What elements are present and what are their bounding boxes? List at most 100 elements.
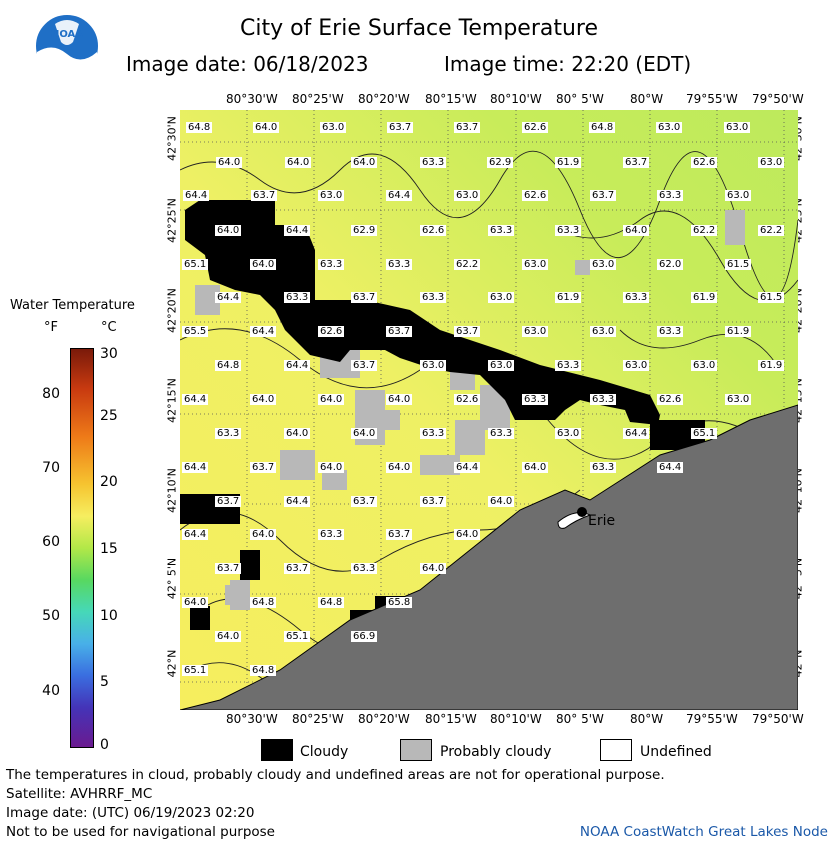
temperature-label: 63.0 xyxy=(522,259,549,270)
lat-label-left: 42°30'N xyxy=(165,116,179,161)
lon-label-bottom: 79°55'W xyxy=(686,712,738,726)
temperature-label: 63.0 xyxy=(318,190,345,201)
temperature-label: 64.0 xyxy=(215,631,242,642)
lon-label-top: 80°W xyxy=(630,92,664,106)
lon-label-top: 80°15'W xyxy=(425,92,477,106)
scale-tick-c: 25 xyxy=(100,408,118,424)
temperature-label: 63.7 xyxy=(215,496,242,507)
temperature-label: 65.1 xyxy=(691,428,718,439)
temperature-label: 64.8 xyxy=(250,597,277,608)
color-scale-bar xyxy=(70,348,94,748)
temperature-label: 63.0 xyxy=(656,122,683,133)
temperature-label: 63.3 xyxy=(318,529,345,540)
lon-label-top: 79°55'W xyxy=(686,92,738,106)
temperature-label: 62.6 xyxy=(318,326,345,337)
temperature-label: 61.9 xyxy=(555,292,582,303)
temperature-label: 64.0 xyxy=(454,529,481,540)
temperature-label: 65.1 xyxy=(284,631,311,642)
temperature-label: 63.7 xyxy=(623,157,650,168)
temperature-label: 62.6 xyxy=(522,122,549,133)
temperature-label: 63.0 xyxy=(691,360,718,371)
scale-unit-c: °C xyxy=(101,320,117,335)
temperature-label: 63.3 xyxy=(590,394,617,405)
temperature-label: 64.4 xyxy=(182,394,209,405)
temperature-label: 63.7 xyxy=(590,190,617,201)
temperature-label: 63.3 xyxy=(420,428,447,439)
temperature-label: 63.7 xyxy=(250,462,277,473)
temperature-label: 62.2 xyxy=(758,225,785,236)
temperature-label: 63.0 xyxy=(725,394,752,405)
lon-label-bottom: 80° 5'W xyxy=(556,712,604,726)
footer-credit: NOAA CoastWatch Great Lakes Node xyxy=(579,824,828,840)
temperature-label: 64.4 xyxy=(250,326,277,337)
temperature-label: 63.3 xyxy=(623,292,650,303)
lon-label-bottom: 80°20'W xyxy=(358,712,410,726)
legend-cloudy-swatch xyxy=(261,739,293,761)
temperature-label: 64.0 xyxy=(253,122,280,133)
image-date: Image date: 06/18/2023 xyxy=(126,52,369,76)
temperature-label: 64.0 xyxy=(285,157,312,168)
temperature-label: 64.4 xyxy=(215,292,242,303)
temperature-label: 64.0 xyxy=(284,428,311,439)
temperature-label: 63.7 xyxy=(251,190,278,201)
scale-tick-c: 0 xyxy=(100,737,109,753)
temperature-label: 64.0 xyxy=(215,225,242,236)
lat-label-left: 42° 5'N xyxy=(165,557,179,600)
temperature-label: 64.0 xyxy=(182,597,209,608)
temperature-label: 62.6 xyxy=(691,157,718,168)
temperature-label: 63.3 xyxy=(488,428,515,439)
temperature-label: 64.8 xyxy=(186,122,213,133)
temperature-label: 63.0 xyxy=(725,190,752,201)
legend-probably-cloudy-swatch xyxy=(400,739,432,761)
temperature-label: 63.3 xyxy=(590,462,617,473)
lon-label-top: 80°20'W xyxy=(358,92,410,106)
temperature-label: 64.8 xyxy=(318,597,345,608)
temperature-label: 64.4 xyxy=(657,462,684,473)
temperature-label: 64.8 xyxy=(250,665,277,676)
temperature-label: 65.1 xyxy=(182,259,209,270)
lat-label-left: 42°15'N xyxy=(165,378,179,423)
scale-tick-f: 70 xyxy=(42,460,60,476)
temperature-label: 64.0 xyxy=(216,157,243,168)
temperature-label: 63.3 xyxy=(420,292,447,303)
temperature-label: 64.0 xyxy=(351,428,378,439)
temperature-label: 63.0 xyxy=(454,190,481,201)
lon-label-bottom: 80°25'W xyxy=(292,712,344,726)
temperature-label: 64.0 xyxy=(250,259,277,270)
temperature-label: 63.3 xyxy=(555,225,582,236)
lon-label-top: 80°30'W xyxy=(226,92,278,106)
temperature-label: 64.4 xyxy=(284,496,311,507)
temperature-label: 62.2 xyxy=(454,259,481,270)
temperature-label: 64.4 xyxy=(182,529,209,540)
temperature-label: 63.0 xyxy=(555,428,582,439)
lon-label-bottom: 79°50'W xyxy=(752,712,804,726)
lat-label-left: 42°20'N xyxy=(165,288,179,333)
lon-label-top: 80° 5'W xyxy=(556,92,604,106)
temperature-label: 61.9 xyxy=(555,157,582,168)
temperature-label: 63.7 xyxy=(351,292,378,303)
temperature-label: 64.4 xyxy=(183,190,210,201)
temperature-label: 61.5 xyxy=(758,292,785,303)
lat-label-left: 42°10'N xyxy=(165,468,179,513)
temperature-label: 63.7 xyxy=(420,496,447,507)
temperature-label: 64.0 xyxy=(318,394,345,405)
temperature-label: 64.0 xyxy=(250,529,277,540)
temperature-label: 63.3 xyxy=(351,563,378,574)
scale-tick-c: 15 xyxy=(100,541,118,557)
temperature-label: 63.3 xyxy=(284,292,311,303)
temperature-label: 63.3 xyxy=(420,157,447,168)
temperature-label: 64.4 xyxy=(284,360,311,371)
erie-marker xyxy=(577,507,587,517)
lon-label-bottom: 80°30'W xyxy=(226,712,278,726)
scale-tick-c: 20 xyxy=(100,474,118,490)
temperature-label: 63.0 xyxy=(522,326,549,337)
temperature-label: 64.0 xyxy=(386,462,413,473)
temperature-label: 63.3 xyxy=(215,428,242,439)
temperature-label: 63.7 xyxy=(351,496,378,507)
temperature-label: 65.1 xyxy=(182,665,209,676)
temperature-label: 64.4 xyxy=(182,462,209,473)
temperature-label: 63.3 xyxy=(522,394,549,405)
lat-label-left: 42°N xyxy=(165,649,179,678)
temperature-label: 64.4 xyxy=(386,190,413,201)
temperature-label: 63.7 xyxy=(387,122,414,133)
